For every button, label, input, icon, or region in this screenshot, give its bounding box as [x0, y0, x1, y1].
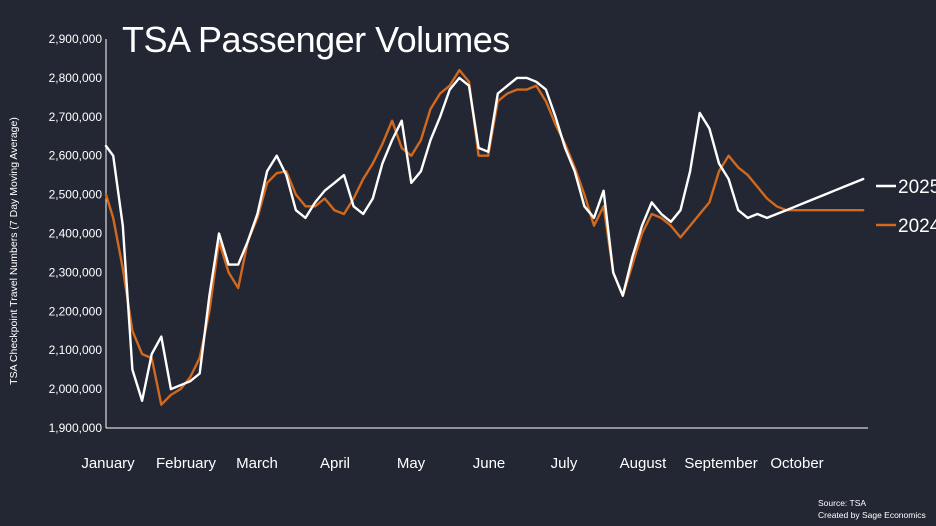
y-tick-label: 2,500,000 — [49, 188, 103, 202]
y-axis-label: TSA Checkpoint Travel Numbers (7 Day Mov… — [8, 117, 20, 385]
series-lines — [104, 68, 865, 406]
month-label: February — [156, 455, 217, 472]
month-label: May — [397, 455, 426, 472]
y-tick-label: 2,600,000 — [49, 149, 103, 163]
legend: 2025 2024 — [876, 177, 936, 237]
axes — [105, 39, 868, 429]
series-line-2024 — [104, 68, 865, 406]
y-tick-label: 2,100,000 — [49, 343, 103, 357]
credit-note: Created by Sage Economics — [818, 510, 926, 520]
month-label: March — [236, 455, 278, 472]
y-tick-label: 2,800,000 — [49, 71, 103, 85]
chart-title: TSA Passenger Volumes — [122, 19, 510, 60]
y-tick-label: 2,400,000 — [49, 227, 103, 241]
month-label: October — [770, 455, 823, 472]
y-tick-label: 2,000,000 — [49, 382, 103, 396]
month-label: April — [320, 455, 350, 472]
month-label: January — [81, 455, 135, 472]
series-line-2025 — [104, 76, 865, 402]
legend-label-2025: 2025 — [898, 177, 936, 198]
y-tick-label: 2,700,000 — [49, 110, 103, 124]
y-tick-label: 2,300,000 — [49, 265, 103, 279]
month-label: August — [620, 455, 668, 472]
y-tick-label: 2,200,000 — [49, 304, 103, 318]
month-label: June — [473, 455, 506, 472]
legend-label-2024: 2024 — [898, 216, 936, 237]
month-label: July — [551, 455, 578, 472]
month-labels: January February March April May June July Augu… — [81, 455, 823, 472]
y-tick-label: 1,900,000 — [49, 421, 103, 435]
month-label: September — [684, 455, 757, 472]
y-tick-label: 2,900,000 — [49, 32, 103, 46]
y-tick-labels: 1,900,000 2,000,000 2,100,000 2,200,000 2,30… — [49, 32, 103, 435]
source-note: Source: TSA — [818, 498, 866, 508]
